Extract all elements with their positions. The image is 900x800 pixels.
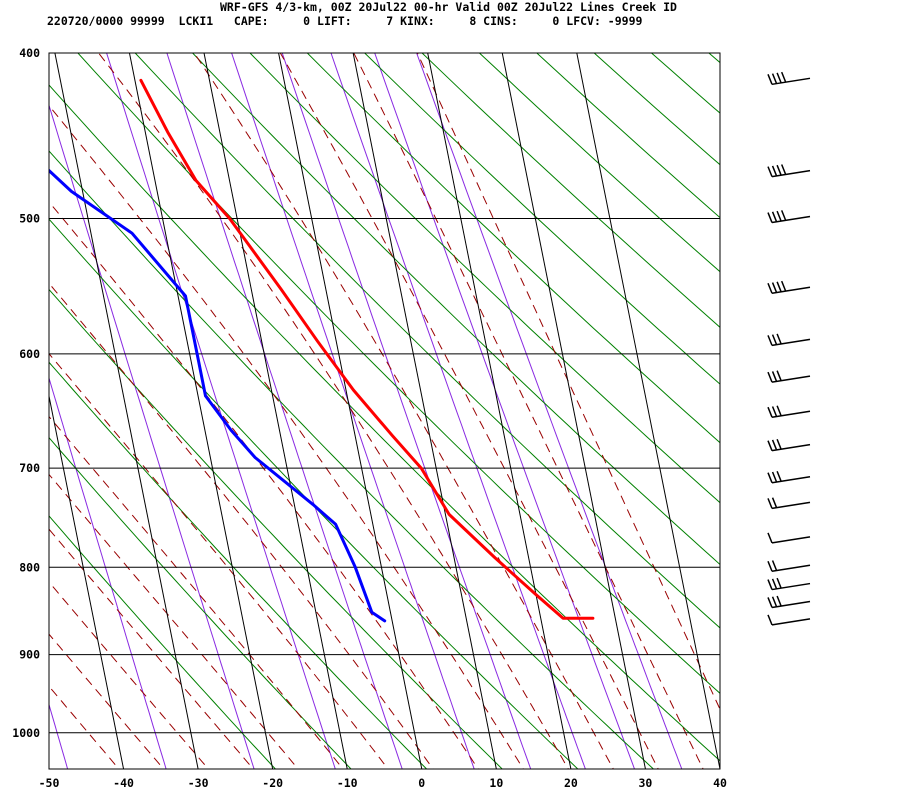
moist-adiabat bbox=[353, 53, 704, 769]
wind-barb bbox=[767, 280, 811, 295]
wind-barb bbox=[767, 370, 811, 383]
plot-frame bbox=[48, 52, 721, 770]
x-tick-label: -50 bbox=[39, 776, 60, 790]
dry-adiabat bbox=[708, 53, 720, 64]
dry-adiabat bbox=[421, 53, 720, 328]
mixing-ratio-lines bbox=[49, 53, 683, 769]
dry-adiabat bbox=[835, 15, 900, 776]
pressure-tick-label: 1000 bbox=[12, 726, 40, 740]
x-tick-label: -20 bbox=[262, 776, 283, 790]
mixing-ratio-line bbox=[49, 702, 69, 769]
isotherm-line bbox=[203, 53, 348, 769]
moist-adiabat bbox=[49, 528, 254, 769]
x-tick-label: -30 bbox=[188, 776, 209, 790]
moist-adiabat bbox=[416, 53, 720, 711]
isotherm-line bbox=[54, 53, 199, 769]
mixing-ratio-line bbox=[166, 53, 403, 769]
dry-adiabat bbox=[249, 53, 720, 504]
mixing-ratio-line bbox=[416, 53, 683, 769]
mixing-ratio-line bbox=[281, 53, 532, 769]
isotherm-line bbox=[501, 53, 646, 769]
x-tick-label: 0 bbox=[418, 776, 425, 790]
moist-adiabat bbox=[49, 473, 299, 769]
wind-barb bbox=[767, 577, 811, 591]
moist-adiabat bbox=[49, 282, 434, 769]
mixing-ratio-line bbox=[49, 103, 255, 769]
dry-adiabat bbox=[49, 218, 579, 769]
dry-adiabat bbox=[134, 53, 720, 629]
wind-barb bbox=[767, 595, 811, 609]
wind-barb bbox=[767, 497, 811, 510]
moist-adiabat bbox=[97, 53, 569, 769]
moist-adiabat bbox=[49, 104, 524, 769]
isotherm-line bbox=[576, 53, 720, 769]
dry-adiabat bbox=[722, 15, 900, 776]
wind-barb bbox=[767, 614, 811, 626]
moist-adiabat bbox=[49, 415, 344, 769]
dry-adiabat bbox=[593, 53, 720, 166]
dry-adiabat bbox=[191, 53, 720, 566]
dry-adiabat bbox=[77, 53, 720, 695]
temperature-line bbox=[139, 78, 595, 620]
mixing-ratio-line bbox=[231, 53, 475, 769]
isotherm-line bbox=[128, 53, 274, 769]
dry-adiabat bbox=[892, 15, 900, 776]
wind-barb bbox=[767, 164, 811, 178]
wind-barb bbox=[767, 405, 811, 418]
sounding-profiles bbox=[49, 78, 595, 623]
dry-adiabat bbox=[49, 436, 352, 769]
x-tick-label: 10 bbox=[489, 776, 503, 790]
dry-adiabat bbox=[306, 53, 720, 444]
mixing-ratio-line bbox=[330, 53, 586, 769]
x-tick-label: 40 bbox=[713, 776, 727, 790]
x-tick-label: -40 bbox=[113, 776, 134, 790]
wind-barb bbox=[767, 71, 811, 86]
wind-barb bbox=[767, 210, 811, 224]
dry-adiabat bbox=[478, 53, 720, 273]
pressure-tick-label: 700 bbox=[19, 461, 40, 475]
pressure-tick-label: 600 bbox=[19, 347, 40, 361]
wind-barbs bbox=[767, 71, 811, 626]
pressure-tick-label: 400 bbox=[19, 46, 40, 60]
moist-adiabat bbox=[49, 201, 479, 769]
moist-adiabats bbox=[49, 53, 720, 769]
pressure-tick-label: 800 bbox=[19, 560, 40, 574]
dry-adiabat bbox=[49, 515, 277, 769]
x-tick-label: 30 bbox=[639, 776, 653, 790]
chart-subtitle: 220720/0000 99999 LCKI1 CAPE: 0 LIFT: 7 … bbox=[47, 14, 643, 28]
mixing-ratio-line bbox=[106, 53, 336, 769]
x-tick-label: 20 bbox=[564, 776, 578, 790]
wind-barb bbox=[767, 470, 811, 484]
moist-adiabat bbox=[193, 53, 614, 769]
moist-adiabat bbox=[49, 581, 210, 769]
pressure-tick-label: 500 bbox=[19, 212, 40, 226]
moist-adiabat bbox=[49, 633, 165, 769]
dry-adiabat bbox=[778, 15, 900, 776]
wind-barb bbox=[767, 438, 811, 452]
grid-lines bbox=[49, 52, 720, 769]
wind-barb bbox=[767, 560, 811, 572]
x-tick-label: -10 bbox=[337, 776, 358, 790]
wind-barb bbox=[767, 333, 811, 347]
moist-adiabat bbox=[49, 685, 120, 769]
mixing-ratio-line bbox=[374, 53, 636, 769]
dry-adiabat bbox=[363, 53, 720, 385]
dry-adiabat bbox=[49, 288, 503, 769]
dry-adiabats bbox=[49, 15, 900, 776]
isotherm-line bbox=[278, 53, 423, 769]
isotherm-line bbox=[352, 53, 497, 769]
x-tick-labels: -50 -40 -30 -20 -10 0 10 20 30 40 bbox=[39, 776, 727, 790]
dewpoint-line bbox=[49, 168, 387, 623]
dry-adiabat bbox=[536, 53, 720, 219]
pressure-tick-labels: 400 500 600 700 800 900 1000 bbox=[12, 46, 40, 740]
chart-title: WRF-GFS 4/3-km, 00Z 20Jul22 00-hr Valid … bbox=[220, 0, 677, 14]
isotherm-line bbox=[427, 53, 572, 769]
isotherm-line bbox=[49, 393, 125, 769]
dry-adiabat bbox=[49, 361, 428, 769]
pressure-tick-label: 900 bbox=[19, 648, 40, 662]
wind-barb bbox=[767, 532, 811, 544]
dry-adiabat bbox=[650, 53, 720, 114]
moist-adiabat bbox=[49, 352, 389, 769]
